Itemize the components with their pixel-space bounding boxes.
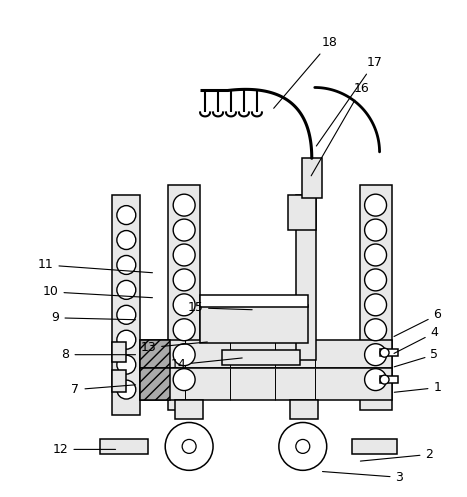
Circle shape — [173, 194, 195, 216]
Circle shape — [380, 375, 389, 384]
Bar — [302, 158, 322, 198]
Bar — [140, 368, 170, 400]
Circle shape — [365, 294, 387, 316]
Text: 9: 9 — [51, 311, 135, 325]
Circle shape — [117, 380, 136, 399]
Bar — [113, 370, 126, 392]
Text: 14: 14 — [170, 358, 242, 371]
Bar — [222, 350, 300, 365]
Text: 12: 12 — [53, 443, 115, 456]
Text: 15: 15 — [187, 301, 252, 314]
Circle shape — [365, 319, 387, 341]
Text: 6: 6 — [394, 308, 441, 336]
Bar — [200, 295, 308, 307]
Circle shape — [182, 439, 196, 453]
Bar — [200, 305, 308, 343]
Circle shape — [173, 219, 195, 241]
Text: 18: 18 — [274, 36, 338, 108]
Circle shape — [365, 269, 387, 291]
Circle shape — [117, 330, 136, 349]
Circle shape — [296, 439, 310, 453]
Circle shape — [117, 305, 136, 324]
Bar — [113, 342, 126, 362]
Circle shape — [117, 206, 136, 225]
Bar — [175, 400, 203, 419]
Bar — [296, 195, 316, 360]
Circle shape — [117, 355, 136, 374]
Text: 5: 5 — [394, 348, 439, 367]
Text: 7: 7 — [71, 383, 135, 396]
Circle shape — [117, 280, 136, 299]
Text: 1: 1 — [394, 381, 441, 394]
Circle shape — [380, 348, 389, 357]
Circle shape — [173, 294, 195, 316]
Text: 16: 16 — [311, 82, 369, 176]
Circle shape — [365, 244, 387, 266]
Circle shape — [173, 369, 195, 391]
Bar — [290, 400, 318, 419]
Circle shape — [165, 422, 213, 470]
Text: 8: 8 — [62, 348, 135, 361]
Bar — [100, 439, 148, 454]
Bar — [140, 368, 391, 400]
Circle shape — [173, 244, 195, 266]
Circle shape — [117, 231, 136, 249]
Bar — [352, 439, 396, 454]
Text: 10: 10 — [42, 285, 152, 298]
Bar — [380, 376, 397, 383]
Text: 4: 4 — [394, 326, 439, 353]
Circle shape — [173, 269, 195, 291]
Text: 2: 2 — [361, 448, 433, 461]
Circle shape — [365, 369, 387, 391]
Circle shape — [173, 319, 195, 341]
Circle shape — [279, 422, 327, 470]
Text: 3: 3 — [323, 471, 403, 484]
Bar — [113, 195, 140, 414]
Circle shape — [117, 255, 136, 274]
Circle shape — [173, 344, 195, 366]
Text: 11: 11 — [38, 258, 152, 273]
Text: 13: 13 — [141, 341, 207, 354]
Bar — [288, 195, 316, 230]
Circle shape — [365, 194, 387, 216]
Circle shape — [365, 219, 387, 241]
Text: 17: 17 — [316, 56, 382, 146]
Bar — [140, 340, 170, 368]
Bar — [360, 185, 391, 410]
Bar — [168, 185, 200, 410]
Bar — [380, 349, 397, 356]
Bar — [140, 340, 391, 368]
Circle shape — [365, 344, 387, 366]
